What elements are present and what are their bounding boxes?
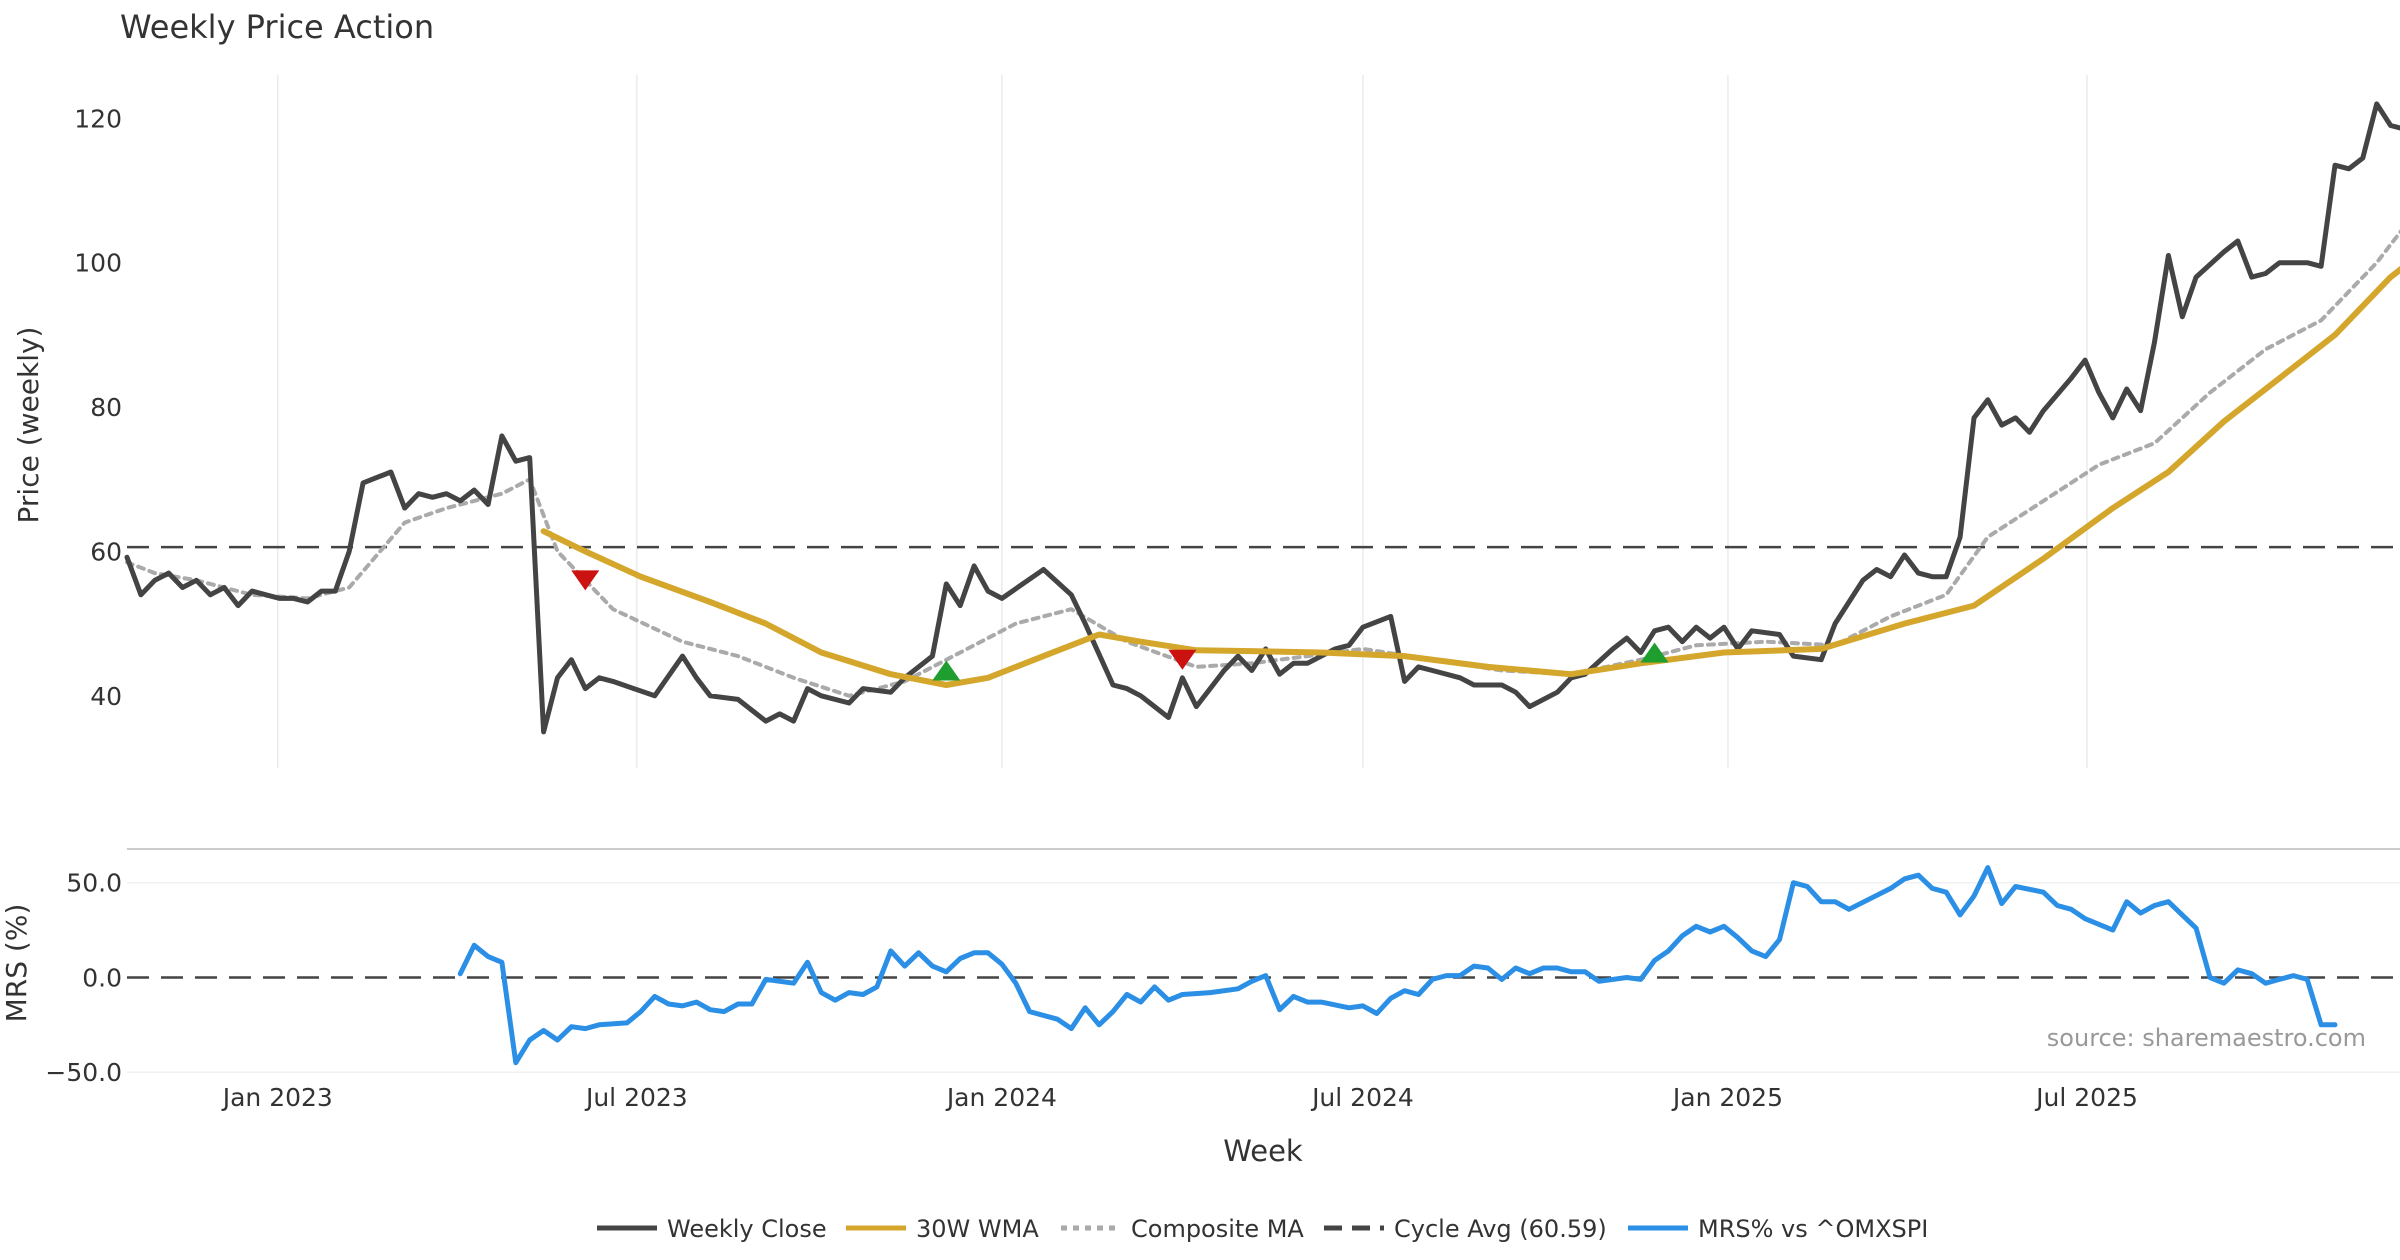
mrs-y-tick-label: −50.0 [45, 1058, 122, 1087]
x-tick-label: Jan 2023 [221, 1083, 333, 1112]
mrs-y-axis-label: MRS (%) [0, 904, 33, 1023]
price-y-tick-label: 100 [74, 249, 122, 278]
legend-item-cycle-avg-60-59: Cycle Avg (60.59) [1324, 1215, 1607, 1243]
x-axis-label: Week [1223, 1134, 1303, 1168]
price-y-tick-label: 120 [74, 104, 122, 133]
x-tick-label: Jul 2025 [2034, 1083, 2138, 1112]
price-y-axis-label: Price (weekly) [12, 327, 45, 524]
sell-signal-marker [571, 570, 600, 591]
mrs-y-tick-label: 50.0 [66, 869, 122, 898]
price-y-tick-label: 40 [90, 682, 122, 711]
price-y-tick-label: 80 [90, 393, 122, 422]
legend-item-mrs-vs-omxspi: MRS% vs ^OMXSPI [1628, 1215, 1928, 1243]
legend-label: Composite MA [1131, 1215, 1304, 1243]
buy-signal-marker [932, 660, 961, 681]
legend-item-30w-wma: 30W WMA [846, 1215, 1039, 1243]
x-tick-label: Jul 2023 [584, 1083, 688, 1112]
price-series-group [124, 101, 2400, 735]
legend-label: Weekly Close [667, 1215, 827, 1243]
x-tick-label: Jul 2024 [1310, 1083, 1414, 1112]
series-30w-wma [540, 265, 2400, 688]
buy-signal-marker [1640, 642, 1669, 663]
mrs-panel: 50.0 0.0 −50.0 MRS (%) [0, 865, 2400, 1087]
mrs-y-tick-label: 0.0 [82, 963, 122, 992]
series-weekly-close [124, 101, 2400, 735]
series-mrs-vs-omxspi [457, 865, 2338, 1066]
signal-markers [571, 570, 1669, 681]
watermark: source: sharemaestro.com [2047, 1024, 2366, 1052]
legend-label: Cycle Avg (60.59) [1394, 1215, 1607, 1243]
price-panel: 40 60 80 100 120 Price (weekly) [12, 75, 2400, 768]
price-y-tick-label: 60 [90, 537, 122, 566]
legend-label: 30W WMA [916, 1215, 1039, 1243]
mrs-series-group [457, 865, 2338, 1066]
legend-item-weekly-close: Weekly Close [597, 1215, 827, 1243]
legend-label: MRS% vs ^OMXSPI [1698, 1215, 1928, 1243]
price-gridlines [277, 75, 2088, 768]
x-tick-label: Jan 2025 [1671, 1083, 1783, 1112]
sell-signal-marker [1168, 649, 1197, 670]
legend-item-composite-ma: Composite MA [1061, 1215, 1304, 1243]
legend: Weekly Close 30W WMA Composite MA Cycle Avg… [597, 1215, 1928, 1243]
x-tick-label: Jan 2024 [945, 1083, 1057, 1112]
mrs-gridlines [127, 881, 2400, 1073]
x-tick-labels: Jan 2023 Jul 2023 Jan 2024 Jul 2024 Jan 2025… [221, 1083, 2138, 1112]
mrs-y-tick-labels: 50.0 0.0 −50.0 [45, 869, 122, 1087]
chart-title: Weekly Price Action [120, 8, 434, 46]
price-y-tick-labels: 40 60 80 100 120 [74, 104, 122, 711]
